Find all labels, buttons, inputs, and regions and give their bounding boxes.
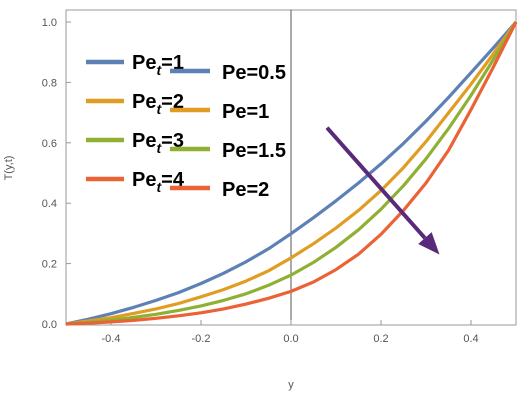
y-tick-label: 0.0 [42,319,57,331]
legend-label: Pet=4 [132,169,185,195]
legend: Pet=1 Pe=0.5 Pet=2 Pe=1 Pet=3 Pe=1.5 Pet=4 Pe=2 [86,52,286,201]
legend-label: Pet=3 [132,130,184,156]
series-line-1 [65,20,518,326]
trend-arrow [325,126,440,255]
x-tick-label: 0.2 [373,333,388,345]
series-lines [65,20,518,326]
y-tick-label: 0.6 [42,138,57,150]
arrow-head [418,232,440,255]
series-line-4 [65,21,518,326]
series-line-3 [65,21,518,326]
y-axis-ticks: 0.0 0.2 0.4 0.6 0.8 1.0 [42,17,71,331]
legend-label-2: Pe=1.5 [222,140,286,162]
legend-label-2: Pe=1 [222,101,269,123]
series-line-2 [65,21,518,326]
y-tick-label: 0.4 [42,198,57,210]
legend-label-2: Pe=2 [222,179,269,201]
x-axis-label: y [288,379,294,391]
y-tick-label: 0.8 [42,77,57,89]
y-tick-label: 1.0 [42,17,57,29]
y-axis-label: T(y,t) [3,156,15,181]
x-tick-label: 0.4 [463,333,478,345]
arrow-shaft [325,126,427,240]
x-tick-label: -0.2 [192,333,211,345]
y-tick-label: 0.2 [42,259,57,271]
legend-label: Pet=2 [132,91,184,117]
x-tick-label: 0.0 [283,333,298,345]
x-tick-label: -0.4 [102,333,121,345]
x-axis-ticks: -0.4 -0.2 0.0 0.2 0.4 [102,320,479,345]
legend-label-2: Pe=0.5 [222,62,286,84]
legend-label: Pet=1 [132,52,184,78]
